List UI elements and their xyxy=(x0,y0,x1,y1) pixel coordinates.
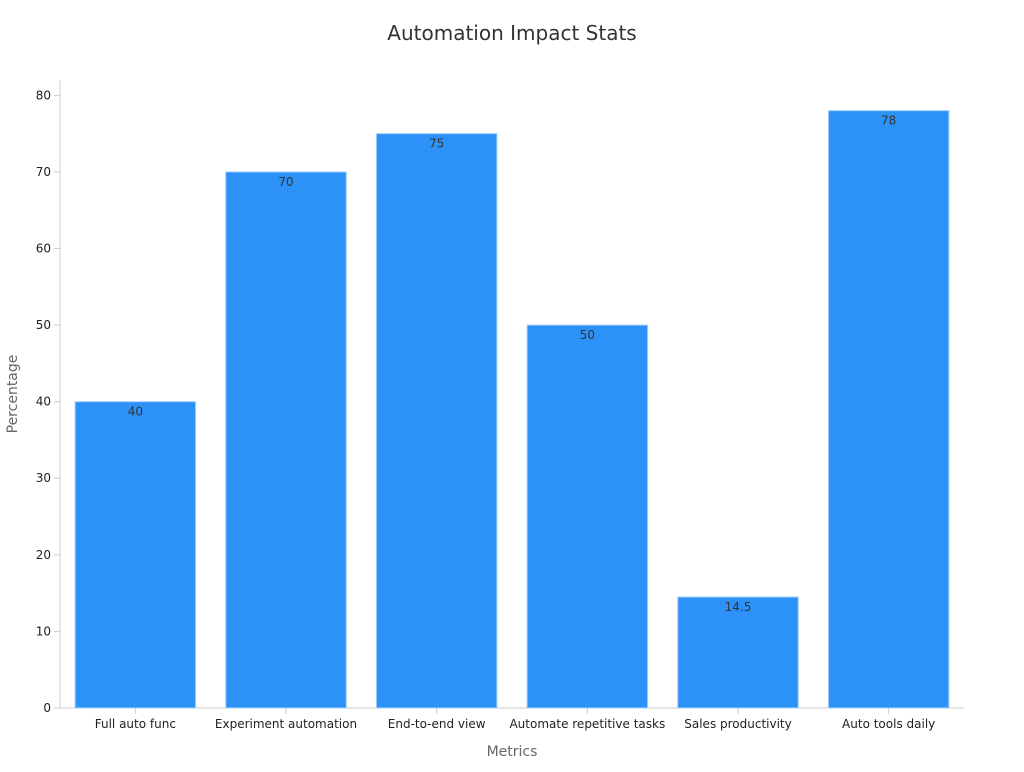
bars-group: 40 70 75 50 14.5 78 xyxy=(74,110,950,709)
x-tick-label: End-to-end view xyxy=(388,717,486,731)
x-tick-label: Sales productivity xyxy=(684,717,791,731)
bar xyxy=(74,401,197,709)
y-tick-label: 50 xyxy=(36,318,51,332)
bar xyxy=(677,596,799,709)
data-label: 40 xyxy=(128,405,143,419)
x-tick-label: Auto tools daily xyxy=(842,717,935,731)
bar xyxy=(827,110,950,709)
y-tick-label: 70 xyxy=(36,165,51,179)
x-tick-label: Experiment automation xyxy=(215,717,357,731)
data-label: 75 xyxy=(429,137,444,151)
x-axis: Full auto func Experiment automation End-t… xyxy=(60,707,964,731)
bar xyxy=(375,133,498,709)
y-tick-label: 10 xyxy=(36,624,51,638)
y-tick-label: 30 xyxy=(36,471,51,485)
data-label: 78 xyxy=(881,114,896,128)
y-tick-label: 40 xyxy=(36,395,51,409)
x-tick-label: Automate repetitive tasks xyxy=(509,717,665,731)
y-tick-label: 0 xyxy=(43,701,51,715)
x-tick-label: Full auto func xyxy=(95,717,176,731)
y-axis-label: Percentage xyxy=(5,355,21,434)
data-label: 14.5 xyxy=(725,600,752,614)
bar xyxy=(526,324,649,709)
y-tick-label: 20 xyxy=(36,548,51,562)
data-label: 50 xyxy=(580,328,595,342)
data-label: 70 xyxy=(278,175,293,189)
chart-title: Automation Impact Stats xyxy=(387,21,636,45)
bar xyxy=(225,171,347,709)
y-tick-label: 60 xyxy=(36,241,51,255)
y-axis: 0 10 20 30 40 50 60 70 80 xyxy=(36,80,61,715)
y-tick-label: 80 xyxy=(36,88,51,102)
x-axis-label: Metrics xyxy=(487,744,538,760)
